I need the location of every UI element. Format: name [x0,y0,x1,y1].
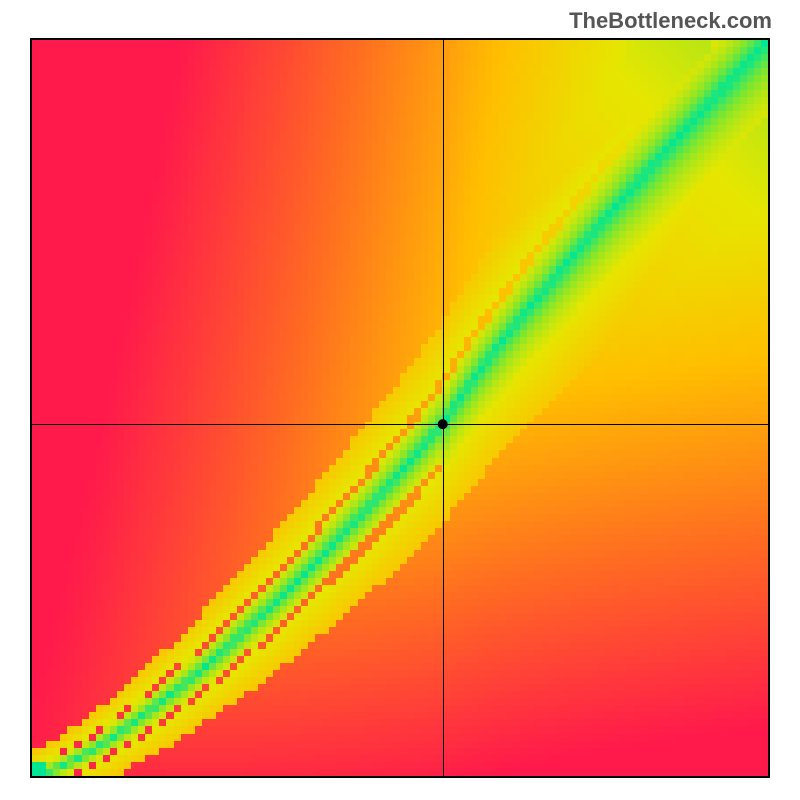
plot-frame [30,38,770,778]
attribution-text: TheBottleneck.com [569,8,772,34]
container: TheBottleneck.com [0,0,800,800]
heatmap-canvas [32,40,768,776]
